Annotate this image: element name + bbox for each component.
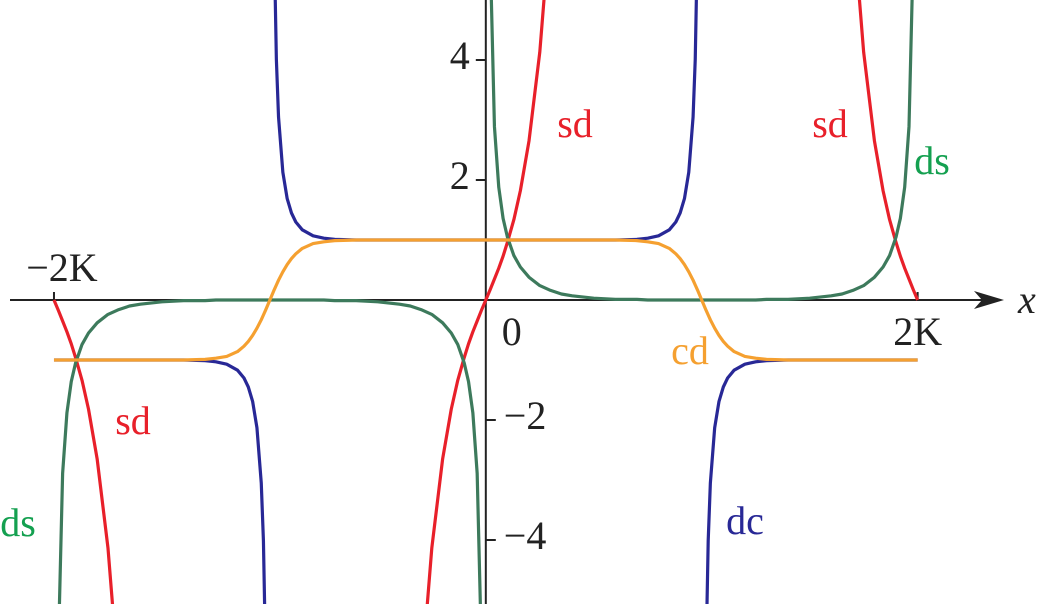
x-axis-arrow [974,291,1004,309]
labels: x −2K 0 2K −4 −2 2 4 sd sd sd ds ds dc cd [0,33,1036,558]
curve-label: sd [557,101,593,146]
series-line [53,238,918,362]
y-tick-label: 4 [450,33,470,78]
x-tick-label: 2K [893,309,942,354]
curve-label: cd [671,328,709,373]
curve-label: dc [726,498,764,543]
y-tick-label: −2 [504,393,547,438]
curves [52,0,920,604]
curve-label: ds [914,138,950,183]
series-line [52,0,920,604]
x-tick-label: 0 [502,309,522,354]
x-tick-label: −2K [26,245,98,290]
curve-label: ds [0,500,36,545]
curve-label: sd [115,398,151,443]
y-tick-label: 2 [450,153,470,198]
x-axis-label: x [1017,277,1036,322]
y-tick-label: −4 [504,513,547,558]
curve-label: sd [812,101,848,146]
